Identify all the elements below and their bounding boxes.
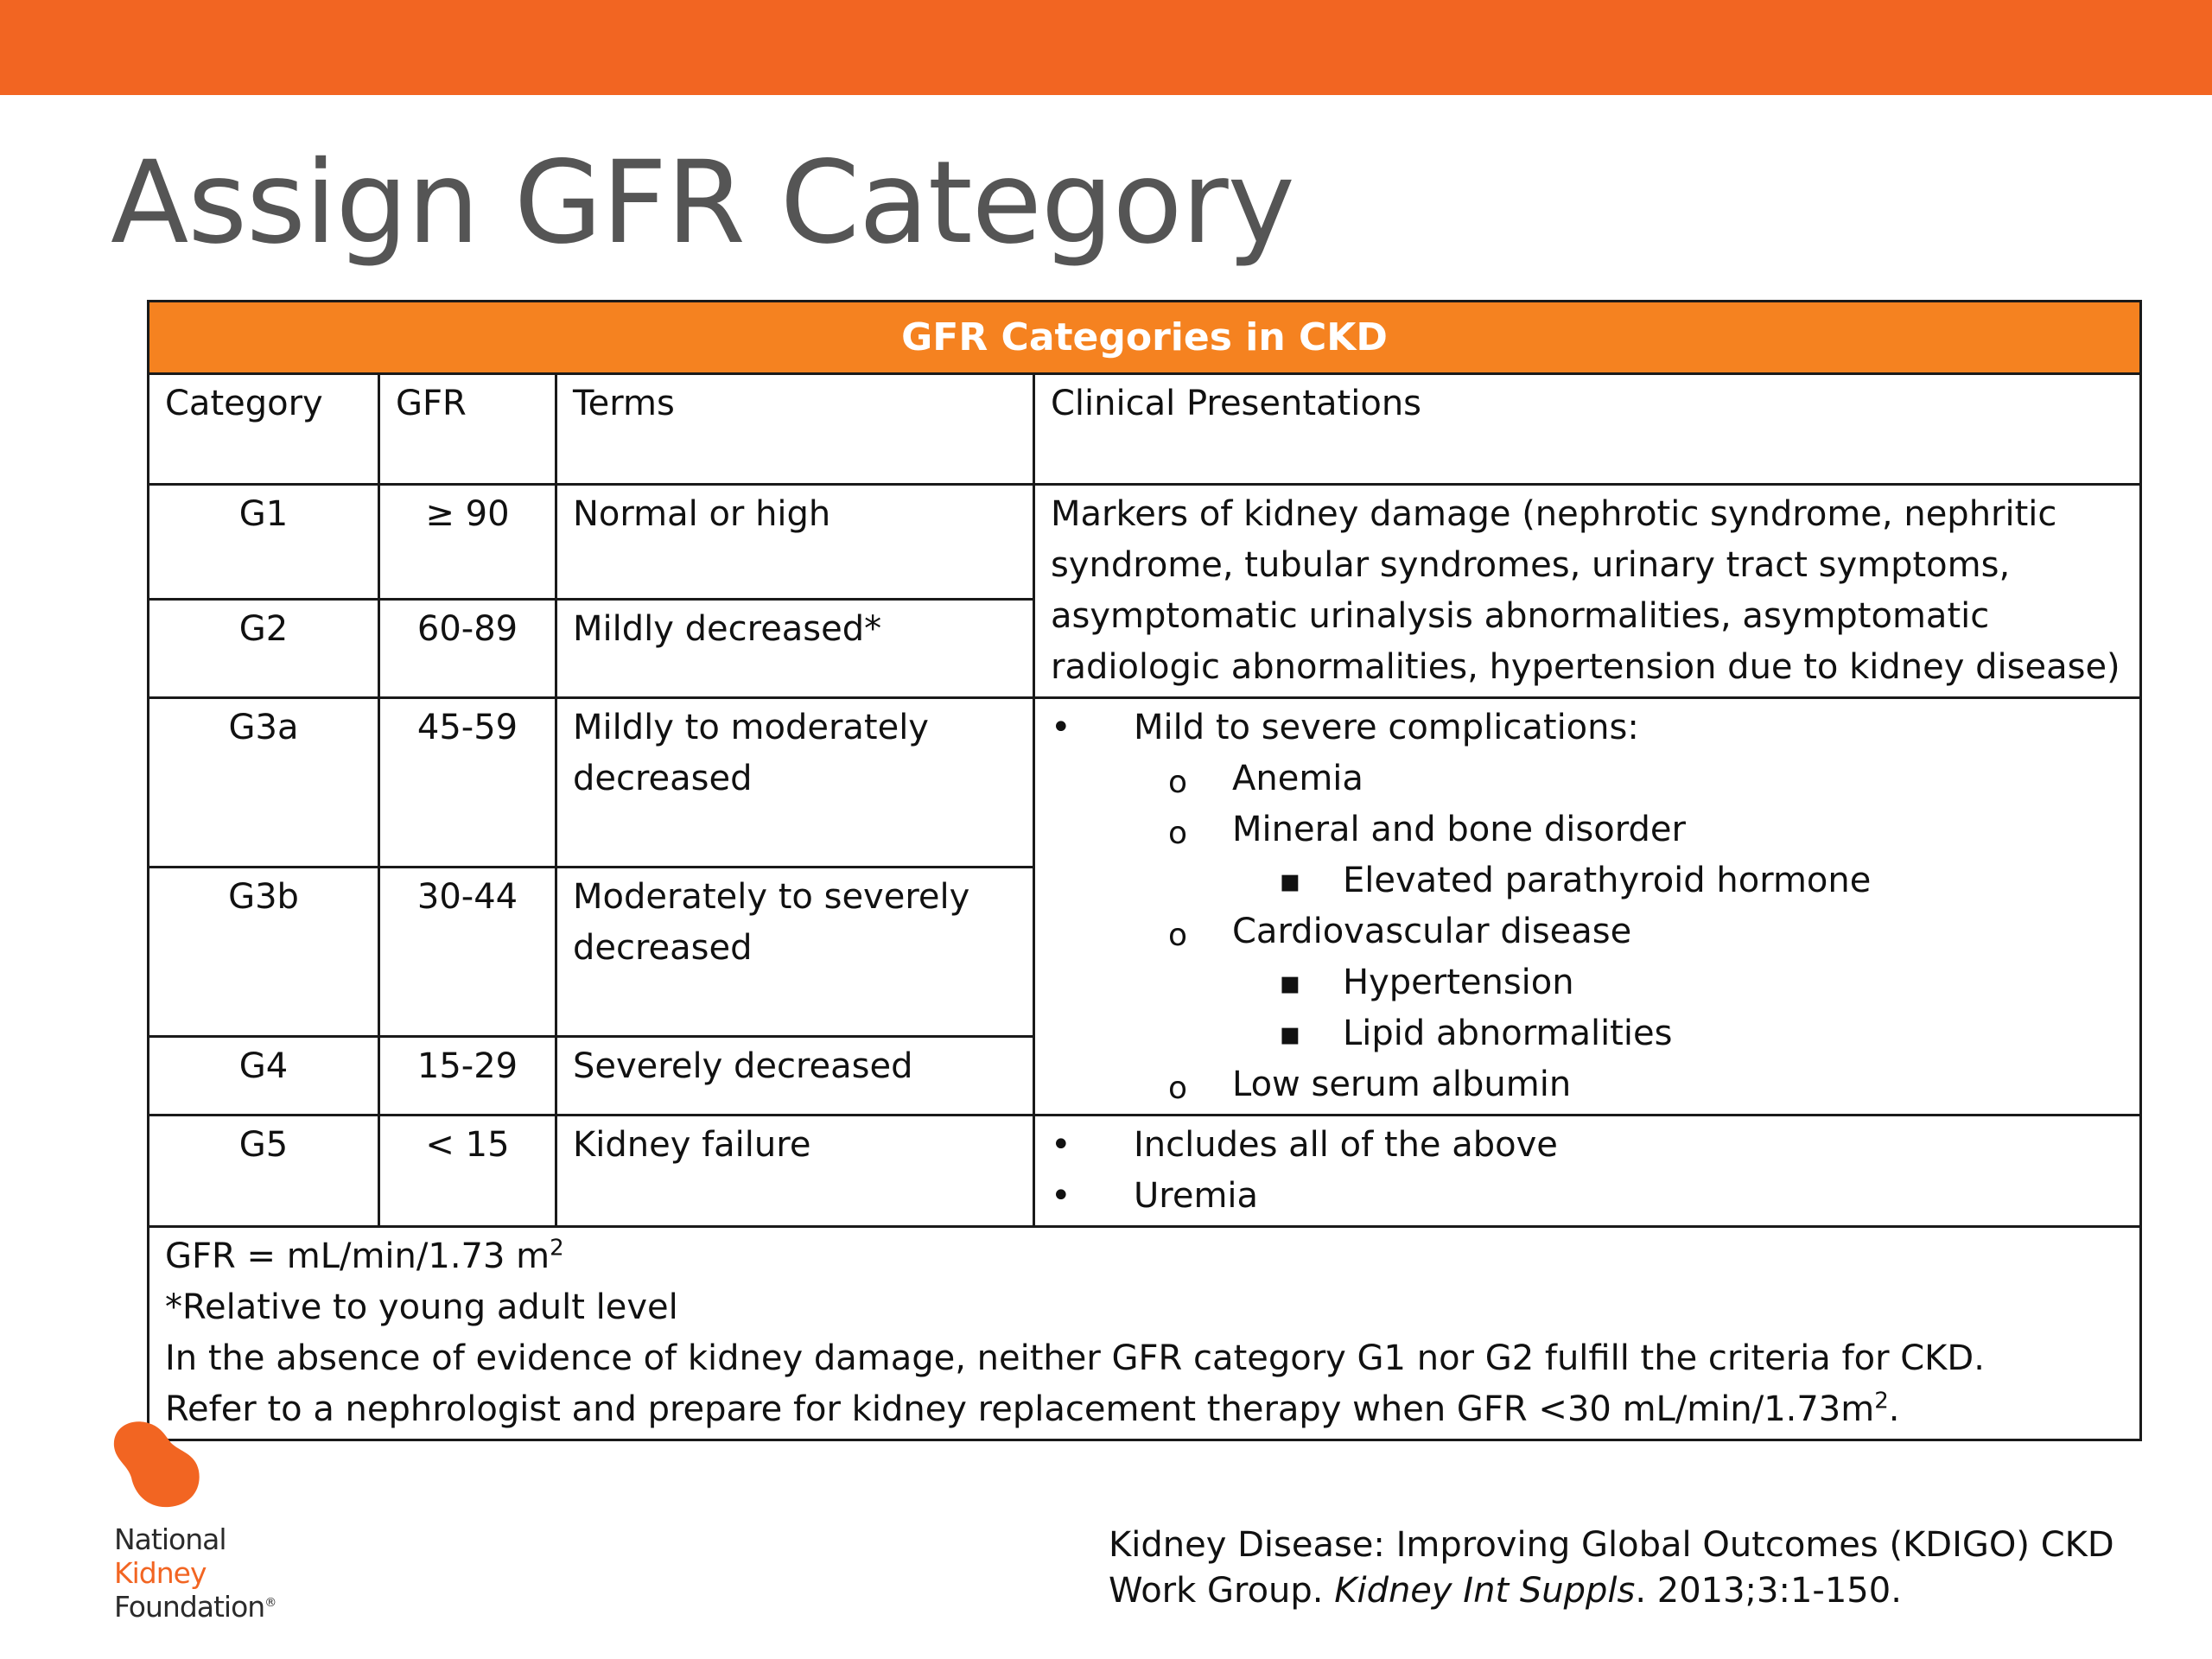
row-g3a-terms: Mildly to moderately decreased [555,696,1035,869]
logo-line-kidney: Kidney [114,1556,207,1590]
row-g4-category: G4 [147,1035,380,1116]
list-item: Uremia [1051,1171,2124,1222]
list-item: Elevated parathyroid hormone [1051,855,2124,906]
header-terms: Terms [555,372,1035,486]
row-g2-terms: Mildly decreased* [555,597,1035,699]
row-g2-category: G2 [147,597,380,699]
row-g3b-category: G3b [147,866,380,1039]
clinical-g3-g4: Mild to severe complications: Anemia Min… [1032,696,2143,1116]
logo-line-national: National [114,1522,227,1556]
row-g1-terms: Normal or high [555,483,1035,601]
logo-wordmark: National Kidney Foundation® [114,1522,276,1624]
list-item: Cardiovascular disease [1051,906,2124,961]
list-item: Low serum albumin [1051,1059,2124,1114]
list-item: Hypertension [1051,957,2124,1008]
gfr-categories-table: GFR Categories in CKD Category GFR Terms… [146,300,2143,1441]
citation-journal: Kidney Int Suppls [1334,1571,1636,1611]
table-footnotes: GFR = mL/min/1.73 m2 *Relative to young … [146,1225,2143,1441]
list-item: Lipid abnormalities [1051,1008,2124,1059]
row-g5-gfr: < 15 [378,1114,557,1228]
row-g4-terms: Severely decreased [555,1035,1035,1116]
row-g3b-terms: Moderately to severely decreased [555,866,1035,1039]
header-category: Category [147,372,380,486]
row-g5-terms: Kidney failure [555,1114,1035,1228]
row-g5-category: G5 [147,1114,380,1228]
footnote-absence: In the absence of evidence of kidney dam… [165,1338,1985,1378]
clinical-g1-g2: Markers of kidney damage (nephrotic synd… [1032,483,2143,699]
row-g3a-gfr: 45-59 [378,696,557,869]
header-gfr: GFR [378,372,557,486]
row-g3b-gfr: 30-44 [378,866,557,1039]
complications-list: Mild to severe complications: Anemia Min… [1051,702,2124,1114]
header-clinical: Clinical Presentations [1032,372,2143,486]
slide-title: Assign GFR Category [111,137,1295,270]
g5-list: Includes all of the above Uremia [1051,1120,2124,1222]
clinical-g5: Includes all of the above Uremia [1032,1114,2143,1228]
list-item: Mild to severe complications: [1051,702,2124,753]
footnote-refer: Refer to a nephrologist and prepare for … [165,1388,1900,1429]
citation: Kidney Disease: Improving Global Outcome… [1109,1525,2114,1611]
top-accent-bar [0,0,2212,95]
list-item: Anemia [1051,753,2124,808]
row-g3a-category: G3a [147,696,380,869]
row-g2-gfr: 60-89 [378,597,557,699]
list-item: Includes all of the above [1051,1120,2124,1171]
footnote-relative: *Relative to young adult level [165,1287,678,1327]
footnote-units: GFR = mL/min/1.73 m2 [165,1235,564,1276]
kidney-logo-icon [113,1421,200,1508]
row-g1-gfr: ≥ 90 [378,483,557,601]
row-g4-gfr: 15-29 [378,1035,557,1116]
list-item: Mineral and bone disorder [1051,804,2124,859]
row-g1-category: G1 [147,483,380,601]
logo-line-foundation: Foundation® [114,1590,276,1624]
table-caption: GFR Categories in CKD [146,300,2143,375]
